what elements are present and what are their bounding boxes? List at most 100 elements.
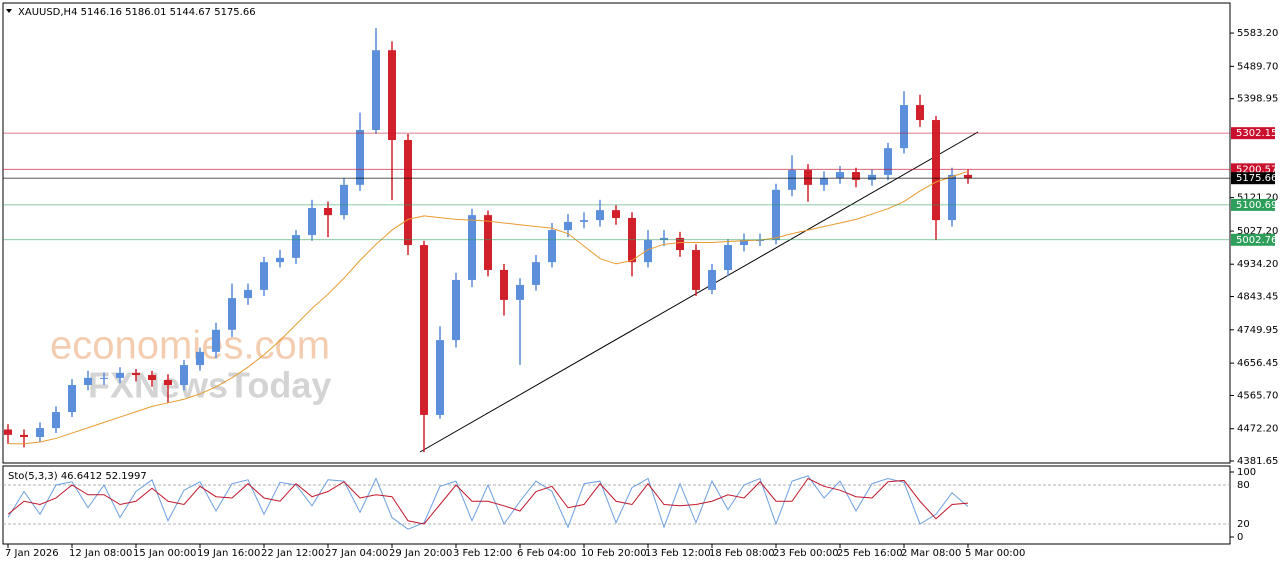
x-tick-label: 29 Jan 20:00 <box>389 548 452 559</box>
candle-body <box>916 105 924 121</box>
candle-body <box>740 240 748 246</box>
candle-body <box>276 257 284 263</box>
candle-body <box>116 372 124 378</box>
candle-body <box>36 428 44 438</box>
candle-body <box>820 178 828 185</box>
candle-body <box>548 230 556 263</box>
price-level-tag <box>1231 233 1275 246</box>
candle-body <box>132 372 140 376</box>
candle-body <box>564 221 572 231</box>
candle-body <box>676 237 684 251</box>
candle-body <box>148 375 156 381</box>
candle-body <box>532 262 540 285</box>
candle-body <box>644 240 652 263</box>
candle-body <box>404 139 412 246</box>
x-tick-label: 27 Jan 04:00 <box>325 548 388 559</box>
x-tick-label: 19 Jan 16:00 <box>197 548 260 559</box>
price-level-tag <box>1231 127 1275 140</box>
candle-body <box>452 279 460 341</box>
candle-body <box>772 189 780 241</box>
x-tick-label: 23 Feb 00:00 <box>773 548 839 559</box>
price-level-label: 5302.15 <box>1236 128 1277 139</box>
indicator-title: Sto(5,3,3) 46.6412 52.1997 <box>8 471 147 482</box>
candle-body <box>948 174 956 221</box>
y-tick-label: 4749.95 <box>1237 325 1278 336</box>
sub-frame <box>2 465 1231 545</box>
stochastic-line <box>7 475 969 530</box>
dropdown-icon <box>6 9 12 13</box>
y-tick-label: 4565.70 <box>1237 390 1278 401</box>
trendline <box>419 131 979 453</box>
candle-body <box>836 172 844 179</box>
y-tick-label: 5489.70 <box>1237 61 1278 72</box>
candle-body <box>340 184 348 216</box>
x-tick-label: 3 Feb 12:00 <box>453 548 512 559</box>
candle-body <box>196 351 204 366</box>
watermark: FXNewsToday <box>88 365 331 406</box>
x-tick-label: 18 Feb 08:00 <box>709 548 775 559</box>
candle-body <box>516 284 524 300</box>
candle-body <box>900 105 908 149</box>
candle-body <box>468 215 476 280</box>
candle-body <box>244 289 252 299</box>
price-level-label: 5002.76 <box>1236 235 1277 246</box>
x-tick-label: 2 Mar 08:00 <box>901 548 961 559</box>
price-level-label: 5175.66 <box>1236 173 1277 184</box>
price-level-label: 5100.69 <box>1236 200 1277 211</box>
candle-body <box>260 262 268 290</box>
candle-body <box>596 210 604 221</box>
chart-title: XAUUSD,H4 5146.16 5186.01 5144.67 5175.6… <box>18 7 256 18</box>
candle-body <box>660 237 668 241</box>
x-tick-label: 10 Feb 20:00 <box>581 548 647 559</box>
candle-body <box>804 169 812 185</box>
x-tick-label: 6 Feb 04:00 <box>517 548 576 559</box>
candle-body <box>964 174 972 179</box>
y-tick-label: 4656.45 <box>1237 358 1278 369</box>
candle-body <box>164 380 172 386</box>
candle-body <box>308 208 316 236</box>
price-level-tag <box>1231 198 1275 211</box>
candle-body <box>84 377 92 386</box>
y-tick-label: 4843.45 <box>1237 292 1278 303</box>
y-tick-label: 100 <box>1237 467 1256 478</box>
price-level-tag <box>1231 172 1275 185</box>
y-tick-label: 5583.20 <box>1237 28 1278 39</box>
candle-body <box>100 377 108 379</box>
candle-body <box>292 235 300 258</box>
candle-body <box>788 169 796 190</box>
candle-body <box>388 50 396 140</box>
y-tick-label: 4934.20 <box>1237 259 1278 270</box>
candle-body <box>212 329 220 352</box>
y-tick-label: 0 <box>1237 532 1243 543</box>
stochastic-line <box>7 477 969 525</box>
candle-body <box>180 365 188 386</box>
moving-average <box>8 170 969 445</box>
watermark: economies.com <box>50 324 330 368</box>
y-tick-label: 80 <box>1237 480 1250 491</box>
main-frame <box>2 2 1231 464</box>
candle-body <box>436 340 444 415</box>
candle-body <box>356 130 364 185</box>
candle-body <box>484 215 492 270</box>
candle-body <box>932 120 940 221</box>
candle-body <box>420 245 428 415</box>
candle-body <box>4 429 12 435</box>
candle-body <box>52 412 60 429</box>
candle-body <box>852 172 860 180</box>
candle-body <box>868 174 876 180</box>
candle-body <box>324 208 332 216</box>
y-tick-label: 4472.20 <box>1237 424 1278 435</box>
price-level-label: 5200.57 <box>1236 164 1277 175</box>
candle-body <box>580 220 588 222</box>
candle-body <box>708 269 716 290</box>
x-tick-label: 7 Jan 2026 <box>5 548 59 559</box>
x-tick-label: 15 Jan 00:00 <box>133 548 196 559</box>
x-tick-label: 12 Jan 08:00 <box>69 548 132 559</box>
x-tick-label: 13 Feb 12:00 <box>645 548 711 559</box>
candle-body <box>692 250 700 290</box>
candle-body <box>68 385 76 413</box>
candle-body <box>884 148 892 175</box>
x-tick-label: 22 Jan 12:00 <box>261 548 324 559</box>
candle-body <box>500 269 508 300</box>
